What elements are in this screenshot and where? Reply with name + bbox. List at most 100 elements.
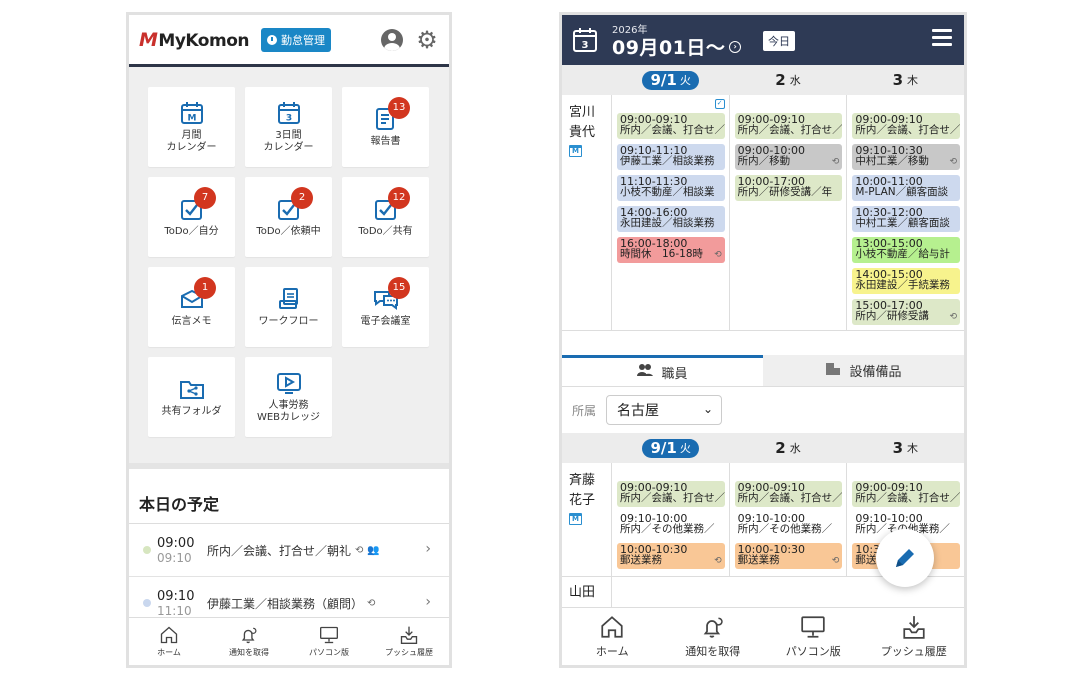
count-badge: 1 bbox=[194, 277, 216, 299]
calendar-event[interactable]: 10:30-12:00 中村工業／顧客面談 bbox=[852, 206, 961, 232]
calendar-event[interactable]: 14:00-16:00 永田建設／相談業務 bbox=[617, 206, 725, 232]
calendar-event[interactable]: 09:00-09:10 所内／会議、打合せ／ bbox=[617, 481, 725, 507]
calendar-event[interactable]: 10:00-10:30 郵送業務 ⟲ bbox=[617, 543, 725, 569]
calendar-event[interactable]: 09:10-10:30 中村工業／移動 ⟲ bbox=[852, 144, 961, 170]
schedule-text: 所内／会議、打合せ／朝礼 bbox=[207, 543, 352, 558]
today-button[interactable]: 今日 bbox=[763, 31, 795, 51]
calendar-event[interactable]: 16:00-18:00 時間休 16-18時 ⟲ bbox=[617, 237, 725, 263]
calendar-event[interactable]: 10:00-11:00 M-PLAN／顧客面談 bbox=[852, 175, 961, 201]
bottom-nav-right: ホーム 通知を取得 パソコン版 プッシュ履歴 bbox=[562, 607, 964, 665]
month-calendar-icon[interactable]: M bbox=[569, 513, 582, 525]
calendar-event[interactable]: 09:00-09:10 所内／会議、打合せ／ bbox=[852, 481, 961, 507]
nav-label: パソコン版 bbox=[309, 648, 349, 657]
event-title: 小枝不動産／相談業 bbox=[620, 186, 715, 198]
user-icon[interactable] bbox=[381, 28, 403, 51]
event-time: 13:00-15:00 bbox=[855, 237, 923, 250]
tab-staff[interactable]: 職員 bbox=[562, 355, 763, 386]
menu-tile[interactable]: 人事労務 WEBカレッジ bbox=[245, 357, 332, 437]
hamburger-menu-icon[interactable] bbox=[932, 29, 952, 47]
clock-icon bbox=[266, 34, 277, 45]
report-icon bbox=[373, 106, 399, 132]
start-time: 09:00 bbox=[157, 535, 195, 551]
calendar-event[interactable]: 09:00-09:10 所内／会議、打合せ／ bbox=[734, 481, 843, 507]
menu-tile[interactable]: ToDo／自分 7 bbox=[148, 177, 235, 257]
nav-item[interactable]: プッシュ履歴 bbox=[864, 608, 965, 665]
calendar-event[interactable]: 11:10-11:30 小枝不動産／相談業 bbox=[617, 175, 725, 201]
menu-tile-label: 人事労務 WEBカレッジ bbox=[256, 400, 321, 423]
monitor-icon bbox=[319, 625, 339, 645]
day-header[interactable]: 9/1 火 bbox=[612, 438, 729, 458]
menu-tile[interactable]: 共有フォルダ bbox=[148, 357, 235, 437]
date-range[interactable]: 09月01日〜 › bbox=[612, 33, 742, 60]
month-calendar-icon[interactable]: M bbox=[569, 145, 582, 157]
menu-tile[interactable]: ToDo／依頼中 2 bbox=[245, 177, 332, 257]
schedule-item[interactable]: 09:10 11:10 伊藤工業／相談業務（顧問） ⟲ › bbox=[129, 577, 449, 630]
menu-tile[interactable]: 報告書 13 bbox=[342, 87, 429, 167]
department-select[interactable]: 名古屋 ⌄ bbox=[606, 395, 723, 425]
nav-item[interactable]: パソコン版 bbox=[289, 618, 369, 665]
event-time: 16:00-18:00 bbox=[620, 237, 688, 250]
event-time: 10:00-17:00 bbox=[737, 175, 806, 188]
menu-tile[interactable]: 3 3日間 カレンダー bbox=[245, 87, 332, 167]
day-column[interactable]: 09:00-09:10 所内／会議、打合せ／ 09:00-10:00 所内／移動 ⟲ 10… bbox=[730, 95, 848, 330]
menu-tile-label: ToDo／依頼中 bbox=[256, 226, 321, 237]
arrow-right-icon: › bbox=[729, 40, 742, 53]
user-name: 斉藤 花子 M bbox=[562, 463, 612, 576]
menu-tile[interactable]: 伝言メモ 1 bbox=[148, 267, 235, 347]
menu-tile[interactable]: M 月間 カレンダー bbox=[148, 87, 235, 167]
day-header[interactable]: 9/1 火 bbox=[612, 70, 729, 90]
nav-item[interactable]: 通知を取得 bbox=[209, 618, 289, 665]
day-header-row: 9/1 火 2 水 3 木 bbox=[562, 65, 964, 95]
menu-tile[interactable]: ToDo／共有 12 bbox=[342, 177, 429, 257]
event-time: 14:00-16:00 bbox=[620, 206, 688, 219]
day-number: 2 bbox=[775, 71, 786, 89]
calendar-event[interactable]: 15:00-17:00 所内／研修受講 ⟲ bbox=[852, 299, 961, 325]
calendar-event[interactable]: 09:00-09:10 所内／会議、打合せ／ bbox=[734, 113, 843, 139]
calendar-event[interactable]: 09:00-09:10 所内／会議、打合せ／ bbox=[852, 113, 961, 139]
day-column[interactable]: 09:00-09:10 所内／会議、打合せ／ 09:10-10:30 中村工業／移動 ⟲… bbox=[847, 95, 964, 330]
attendance-button[interactable]: 勤怠管理 bbox=[260, 27, 331, 52]
nav-item[interactable]: 通知を取得 bbox=[663, 608, 764, 665]
menu-tile[interactable]: ワークフロー bbox=[245, 267, 332, 347]
push-history-icon bbox=[399, 625, 419, 645]
calendar-event[interactable]: 09:10-11:10 伊藤工業／相談業務 bbox=[617, 144, 725, 170]
tab-equipment[interactable]: 設備備品 bbox=[763, 355, 964, 386]
event-time: 09:10-11:10 bbox=[620, 144, 688, 157]
todo-request-icon bbox=[276, 196, 302, 222]
menu-tile[interactable]: 電子会議室 15 bbox=[342, 267, 429, 347]
calendar-event[interactable]: 10:00-17:00 所内／研修受講／年 bbox=[734, 175, 843, 201]
count-badge: 12 bbox=[388, 187, 410, 209]
calendar-event[interactable]: 09:00-10:00 所内／移動 ⟲ bbox=[734, 144, 843, 170]
calendar-event[interactable]: 13:00-15:00 小枝不動産／給与計 bbox=[852, 237, 961, 263]
event-title: M-PLAN／顧客面談 bbox=[855, 186, 949, 198]
calendar-event[interactable]: 09:00-09:10 所内／会議、打合せ／ bbox=[617, 113, 725, 139]
home-icon bbox=[159, 625, 179, 645]
schedule-item[interactable]: 09:00 09:10 所内／会議、打合せ／朝礼 ⟲ 👥 › bbox=[129, 524, 449, 577]
menu-tile-label: ワークフロー bbox=[258, 316, 319, 327]
bell-refresh-icon bbox=[239, 625, 259, 645]
gear-icon[interactable]: ⚙ bbox=[416, 25, 438, 54]
nav-item[interactable]: パソコン版 bbox=[763, 608, 864, 665]
calendar-event[interactable]: 14:00-15:00 永田建設／手続業務 bbox=[852, 268, 961, 294]
event-title: 所内／会議、打合せ／ bbox=[737, 124, 843, 136]
category-dot bbox=[143, 599, 151, 607]
day-column[interactable]: ✓ 09:00-09:10 所内／会議、打合せ／ 09:10-11:10 伊藤工業／相談… bbox=[612, 95, 730, 330]
edit-fab-button[interactable] bbox=[876, 529, 934, 587]
user-name: 山田 bbox=[562, 577, 612, 617]
calendar-icon: 3 bbox=[573, 28, 597, 52]
checkbox-icon[interactable]: ✓ bbox=[714, 99, 725, 109]
count-badge: 7 bbox=[194, 187, 216, 209]
calendar-event[interactable]: 10:00-10:30 郵送業務 ⟲ bbox=[734, 543, 843, 569]
nav-item[interactable]: ホーム bbox=[562, 608, 663, 665]
nav-item[interactable]: プッシュ履歴 bbox=[369, 618, 449, 665]
nav-item[interactable]: ホーム bbox=[129, 618, 209, 665]
